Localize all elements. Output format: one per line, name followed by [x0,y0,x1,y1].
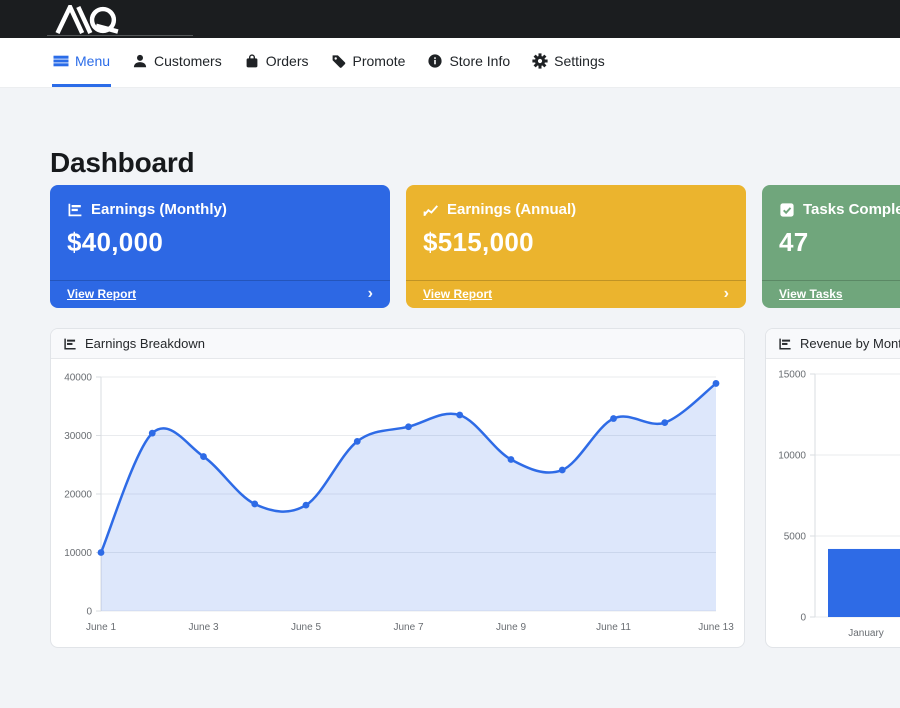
nav-item-customers[interactable]: Customers [131,38,223,87]
svg-text:10000: 10000 [778,451,806,462]
stat-cards-row: Earnings (Monthly) $40,000 View Report ›… [50,185,900,308]
stat-card-value: $515,000 [423,227,534,257]
svg-text:January: January [848,628,884,639]
earnings-annual-card[interactable]: Earnings (Annual) $515,000 View Report › [406,185,746,308]
svg-text:June 11: June 11 [596,622,631,633]
chevron-right-icon[interactable]: › [367,285,373,302]
shopping-bag-icon [244,53,260,69]
logo-q-ring [89,6,117,34]
panel-header: Revenue by Month [766,329,900,359]
nav-item-store-info[interactable]: Store Info [426,38,511,87]
info-circle-icon [427,53,443,69]
nav-label: Promote [352,53,406,69]
svg-text:5000: 5000 [784,532,807,543]
earnings-monthly-card[interactable]: Earnings (Monthly) $40,000 View Report › [50,185,390,308]
stat-card-title: Earnings (Annual) [447,201,577,218]
svg-text:30000: 30000 [64,431,92,442]
panel-header: Earnings Breakdown [51,329,744,359]
stat-card-title: Earnings (Monthly) [91,201,227,218]
svg-text:40000: 40000 [64,373,92,384]
logo-peak [55,5,85,34]
view-tasks-link[interactable]: View Tasks [779,287,843,301]
stat-card-value: 47 [779,227,809,257]
tag-icon [331,53,347,69]
view-report-link[interactable]: View Report [67,287,137,301]
svg-text:June 7: June 7 [393,622,423,633]
svg-text:June 1: June 1 [86,622,116,633]
svg-text:June 3: June 3 [188,622,218,633]
main-navbar: Menu Customers Orders Promote Store Info… [0,38,900,88]
bar-chart-icon [63,337,77,351]
svg-text:June 5: June 5 [291,622,321,633]
svg-text:0: 0 [86,607,92,618]
stat-card-footer: View Report › [50,280,390,308]
revenue-by-month-chart: 0 5000 10000 15000 January [778,370,900,639]
line-chart-icon [423,202,439,218]
nav-label: Settings [554,53,605,69]
logo-q-slash [95,23,119,34]
checkbox-icon [779,202,795,218]
logo-aiq[interactable] [40,5,133,34]
stat-card-footer: View Report › [406,280,746,308]
nav-label: Menu [75,53,111,69]
earnings-breakdown-panel: Earnings Breakdown 0 10000 20000 30000 40000… [50,328,745,648]
svg-text:10000: 10000 [64,548,92,559]
gear-icon [532,53,548,69]
svg-text:20000: 20000 [64,490,92,501]
tasks-completed-card[interactable]: Tasks Completed 47 View Tasks › [762,185,900,308]
revenue-by-month-panel: Revenue by Month 0 5000 10000 15000 January [765,328,900,648]
svg-text:June 9: June 9 [496,622,526,633]
chart-panels-row: Earnings Breakdown 0 10000 20000 30000 40000… [50,328,900,648]
nav-item-promote[interactable]: Promote [330,38,407,87]
top-app-bar [0,0,900,38]
nav-label: Orders [265,53,309,69]
page-content: Dashboard Earnings (Monthly) $40,000 Vie… [0,88,900,708]
svg-text:June 13: June 13 [698,622,734,633]
nav-item-settings[interactable]: Settings [531,38,606,87]
stat-card-footer: View Tasks › [762,280,900,308]
nav-label: Store Info [449,53,511,69]
nav-item-orders[interactable]: Orders [243,38,310,87]
nav-item-menu[interactable]: Menu [52,38,112,87]
nav-label: Customers [154,53,222,69]
svg-text:15000: 15000 [778,370,806,381]
svg-text:0: 0 [800,613,806,624]
logo-underline-divider [47,35,193,36]
earnings-breakdown-chart: 0 10000 20000 30000 40000 June 1 June 3 June 5 J… [64,373,734,634]
stat-card-title: Tasks Completed [803,201,900,218]
user-icon [132,53,148,69]
view-report-link[interactable]: View Report [423,287,493,301]
bar-chart-icon [67,202,83,218]
logo-slant [76,5,93,34]
hamburger-menu-icon [53,53,69,69]
panel-title: Revenue by Month [800,336,900,351]
page-title: Dashboard [50,147,195,178]
chevron-right-icon[interactable]: › [723,285,729,302]
stat-card-value: $40,000 [67,227,164,257]
panel-title: Earnings Breakdown [85,336,205,351]
bar-chart-icon [778,337,792,351]
